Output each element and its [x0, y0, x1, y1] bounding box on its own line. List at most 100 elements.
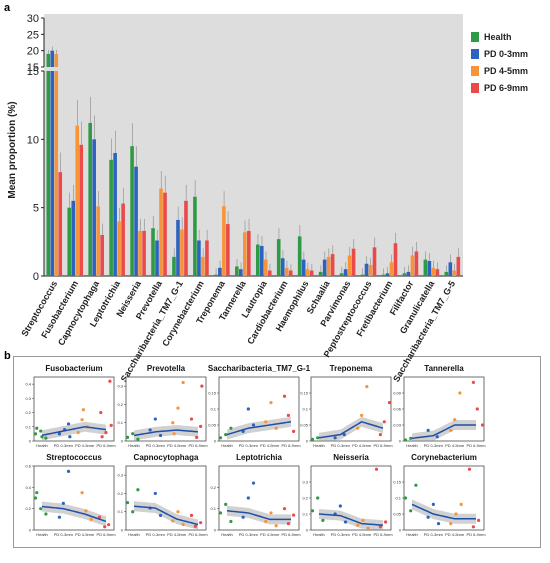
scatter-y-tick-label: 0.03 [393, 423, 402, 428]
bar-saccharibacteria-tm7-g-5-health [444, 271, 449, 276]
bar-lautropia-pd-6-9mm [267, 270, 272, 276]
scatter-x-tick-label-pd-0-3mm: PD 0-3mm [54, 443, 74, 448]
bar-tannerella-health [235, 266, 239, 276]
scatter-frame [125, 465, 207, 531]
scatter-point-pd-6-9mm [282, 507, 287, 511]
scatter-point-pd-6-9mm [104, 430, 108, 435]
bar-cardiobacterium-pd-4-5mm [284, 267, 289, 276]
scatter-point-health [33, 432, 38, 436]
plot-background [44, 14, 463, 276]
scatter-point-pd-0-3mm [333, 436, 337, 440]
scatter-point-health [131, 432, 135, 436]
legend-item-pd-4-5mm: PD 4-5mm [471, 62, 528, 79]
scatter-x-tick-label-health: Health [36, 532, 48, 537]
panel-b-frame [13, 356, 541, 548]
scatter-point-pd-6-9mm [374, 467, 379, 471]
scatter-point-pd-6-9mm [286, 413, 290, 417]
scatter-point-pd-6-9mm [382, 420, 386, 424]
bar-peptostreptococcus-pd-0-3mm [364, 263, 369, 276]
bar-prevotella-health [151, 228, 155, 276]
scatter-point-pd-6-9mm [471, 525, 475, 529]
scatter-panel-treponema: Treponema 0 0.05 0.1 0.15 Health PD 0-3mm PD 4-… [300, 364, 393, 448]
scatter-panel-fusobacterium: Fusobacterium 0 0.1 0.2 0.3 0.4 Health PD 0-3mm… [25, 364, 116, 448]
scatter-point-pd-0-3mm [343, 520, 348, 524]
bar-saccharibacteria-tm7-g-1-pd-6-9mm [184, 200, 188, 276]
scatter-point-health [33, 496, 38, 500]
bar-capnocytophaga-pd-6-9mm [100, 235, 104, 276]
scatter-y-tick-label: 0.1 [210, 506, 216, 511]
scatter-x-tick-label-pd-6-9mm: PD 6-9mm [466, 443, 486, 448]
bar-granulicatella-pd-0-3mm [427, 260, 432, 276]
scatter-point-health [35, 426, 39, 430]
scatter-point-pd-6-9mm [384, 520, 388, 524]
scatter-y-tick-label: 0.15 [300, 391, 309, 396]
scatter-x-tick-label-pd-6-9mm: PD 6-9mm [96, 443, 116, 448]
scatter-frame [33, 376, 115, 442]
scatter-point-pd-6-9mm [103, 525, 107, 529]
scatter-x-tick-label-pd-0-3mm: PD 0-3mm [239, 443, 259, 448]
bar-capnocytophaga-health [88, 122, 92, 276]
scatter-point-health [218, 511, 223, 515]
scatter-point-pd-6-9mm [195, 435, 199, 439]
bar-parvimonas-health [339, 273, 344, 276]
scatter-point-pd-4-5mm [84, 509, 88, 513]
scatter-x-tick-label-health: Health [406, 443, 418, 448]
scatter-y-tick-label: 0.4 [25, 485, 31, 490]
bar-streptococcus-pd-0-3mm-upper [50, 50, 55, 67]
bar-fretibacterium-pd-4-5mm [389, 262, 394, 276]
scatter-y-tick-label: 0.1 [117, 420, 123, 425]
scatter-y-tick-label: 0.2 [25, 506, 31, 511]
scatter-title-saccharibacteria-tm7-g-1: Saccharibacteria_TM7_G-1 [208, 364, 311, 373]
scatter-x-tick-label-pd-6-9mm: PD 6-9mm [188, 532, 208, 537]
scatter-point-health [136, 488, 140, 492]
scatter-point-pd-0-3mm [251, 481, 256, 485]
bar-treponema-pd-0-3mm [218, 267, 222, 276]
legend-label-pd-4-5mm: PD 4-5mm [484, 65, 529, 76]
bar-saccharibacteria-tm7-g-1-pd-0-3mm [176, 219, 180, 276]
scatter-point-pd-4-5mm [269, 401, 273, 405]
scatter-title-treponema: Treponema [330, 364, 373, 373]
scatter-point-pd-0-3mm [246, 496, 250, 500]
legend-label-pd-0-3mm: PD 0-3mm [484, 48, 529, 59]
bar-fretibacterium-pd-6-9mm [393, 243, 398, 276]
scatter-point-pd-0-3mm [158, 433, 163, 438]
scatter-point-health [414, 483, 418, 487]
scatter-point-pd-0-3mm [61, 501, 65, 505]
scatter-point-pd-6-9mm [189, 417, 194, 421]
scatter-point-pd-0-3mm [148, 428, 152, 432]
scatter-panel-neisseria: Neisseria 0 0.1 0.2 0.3 Health PD 0-3mm PD 4-5m… [302, 453, 393, 537]
bar-fusobacterium-pd-4-5mm [75, 125, 80, 277]
scatter-point-health [125, 500, 130, 505]
bar-streptococcus-pd-4-5mm-upper [54, 53, 59, 67]
scatter-point-pd-6-9mm [99, 410, 103, 415]
scatter-y-tick-label: 0.1 [302, 407, 308, 412]
bar-filifactor-health [402, 273, 407, 276]
scatter-point-pd-6-9mm [471, 380, 475, 384]
scatter-panel-prevotella: Prevotella 0 0.1 0.2 0.3 Health PD 0-3mm PD 4-5… [117, 364, 208, 448]
scatter-panel-leptotrichia: Leptotrichia 0 0.1 0.2 Health PD 0-3mm PD 4-5m… [210, 453, 301, 537]
scatter-point-pd-0-3mm [342, 433, 346, 437]
scatter-point-pd-4-5mm [356, 426, 360, 430]
y-tick-label-upper-30: 30 [27, 13, 39, 25]
scatter-point-pd-0-3mm [426, 515, 430, 519]
bar-saccharibacteria-tm7-g-5-pd-6-9mm [456, 256, 461, 276]
y-tick-label-upper-15: 15 [27, 62, 39, 74]
scatter-x-tick-label-pd-4-5mm: PD 4-5mm [445, 532, 465, 537]
scatter-y-tick-label: 0.06 [393, 407, 402, 412]
bar-filifactor-pd-0-3mm [406, 271, 411, 276]
bar-parvimonas-pd-6-9mm [351, 248, 356, 276]
scatter-x-tick-label-health: Health [313, 443, 325, 448]
scatter-x-tick-label-pd-0-3mm: PD 0-3mm [424, 532, 444, 537]
scatter-point-pd-6-9mm [100, 435, 104, 439]
bar-lautropia-health [255, 244, 260, 276]
scatter-point-health [409, 509, 413, 513]
bar-parvimonas-pd-4-5mm [347, 255, 352, 276]
bar-filifactor-pd-4-5mm [410, 255, 415, 276]
bar-capnocytophaga-pd-0-3mm [92, 139, 96, 276]
scatter-x-tick-label-pd-6-9mm: PD 6-9mm [373, 532, 393, 537]
scatter-title-tannerella: Tannerella [424, 364, 464, 373]
scatter-point-pd-6-9mm [107, 523, 111, 527]
